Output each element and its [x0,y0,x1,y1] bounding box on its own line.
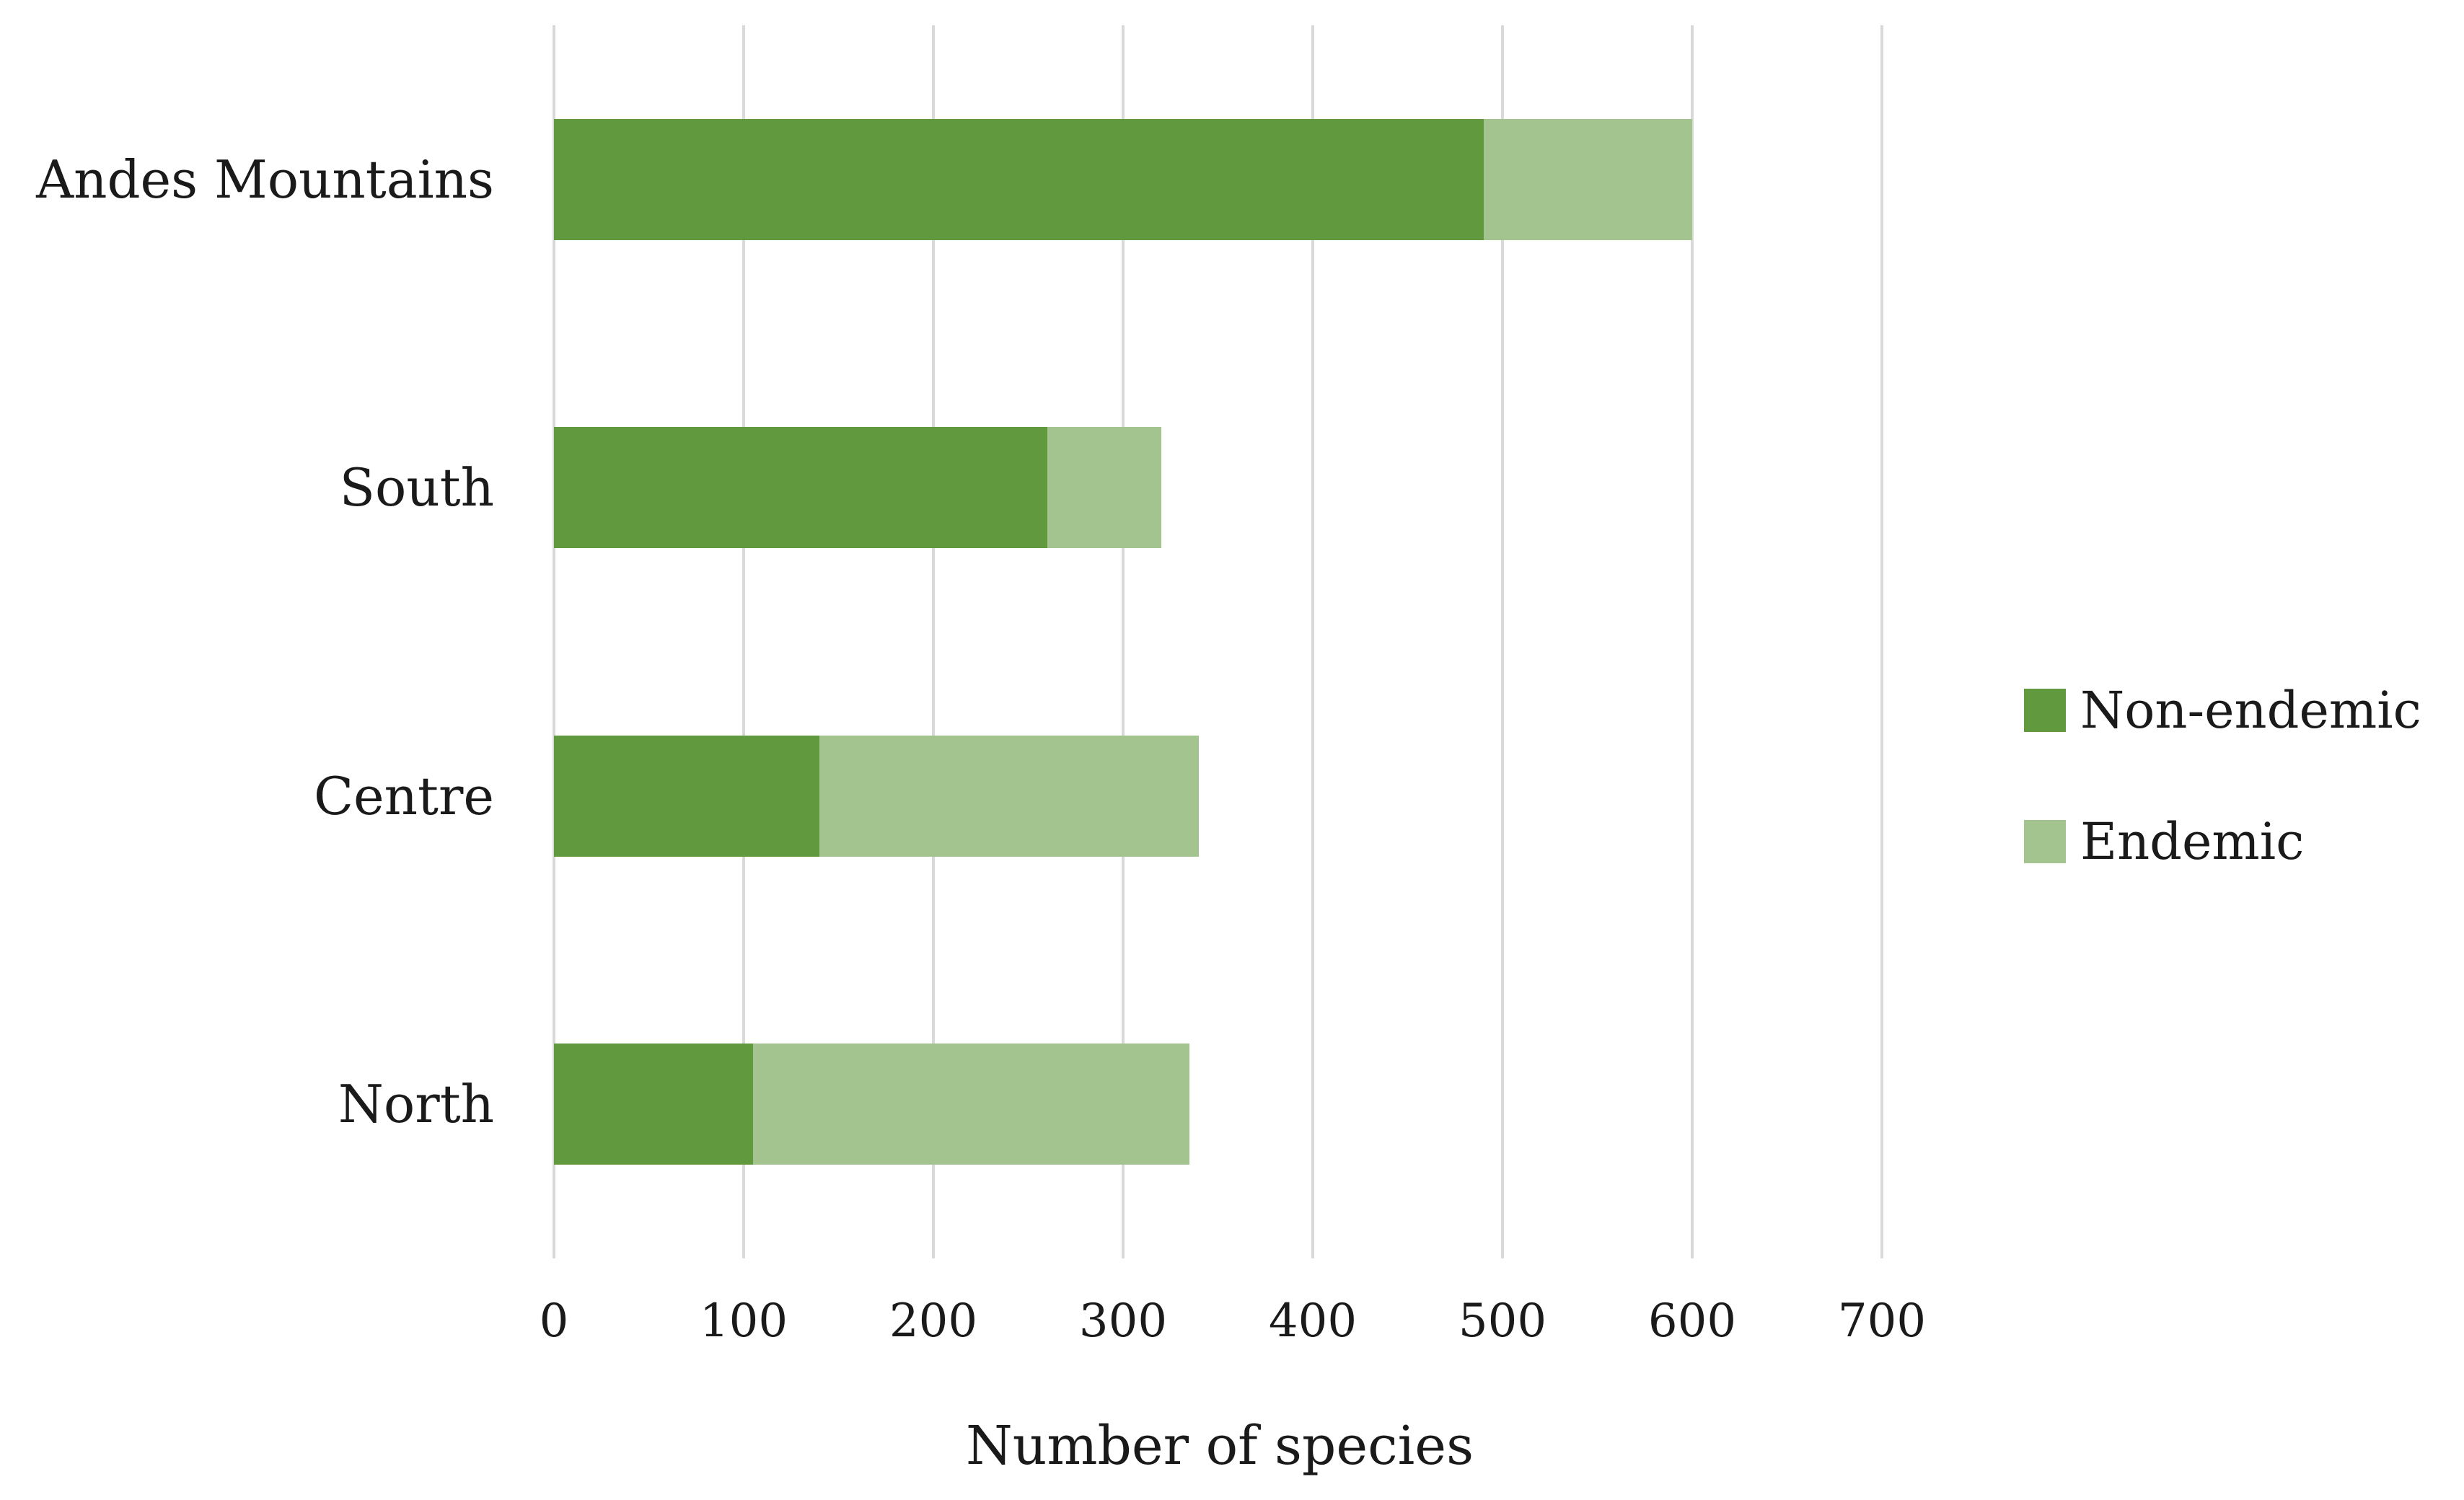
gridline [932,25,935,1258]
legend-label-endemic: Endemic [2080,812,2305,871]
bar-segment [1047,427,1161,549]
x-tick-label: 600 [1647,1294,1737,1348]
x-tick-label: 500 [1458,1294,1547,1348]
bar-segment [753,1044,1190,1165]
legend-item-non-endemic: Non-endemic [2024,685,2421,736]
legend-item-endemic: Endemic [2024,816,2421,867]
legend-swatch-non-endemic-icon [2024,689,2066,732]
x-tick-label: 400 [1268,1294,1358,1348]
bar-segment [554,427,1047,549]
x-tick-label: 700 [1837,1294,1927,1348]
x-tick-label: 100 [699,1294,788,1348]
category-label: South [339,457,494,519]
gridline [553,25,555,1258]
legend: Non-endemic Endemic [2024,685,2421,867]
gridline [1311,25,1314,1258]
category-label: Andes Mountains [36,149,494,210]
gridline [742,25,745,1258]
x-tick-label: 300 [1078,1294,1168,1348]
legend-label-non-endemic: Non-endemic [2080,681,2421,740]
gridline [1691,25,1694,1258]
bar-segment [819,735,1200,857]
legend-swatch-endemic-icon [2024,820,2066,863]
bar-segment [554,735,820,857]
bar-segment [554,118,1484,240]
x-tick-label: 0 [539,1294,569,1348]
bar-segment [554,1044,754,1165]
gridline [1122,25,1125,1258]
bar-segment [1483,118,1692,240]
gridline [1880,25,1883,1258]
category-label: Centre [313,765,494,826]
gridline [1501,25,1504,1258]
x-axis-title: Number of species [965,1415,1474,1477]
category-label: North [338,1074,494,1135]
x-tick-label: 200 [889,1294,978,1348]
